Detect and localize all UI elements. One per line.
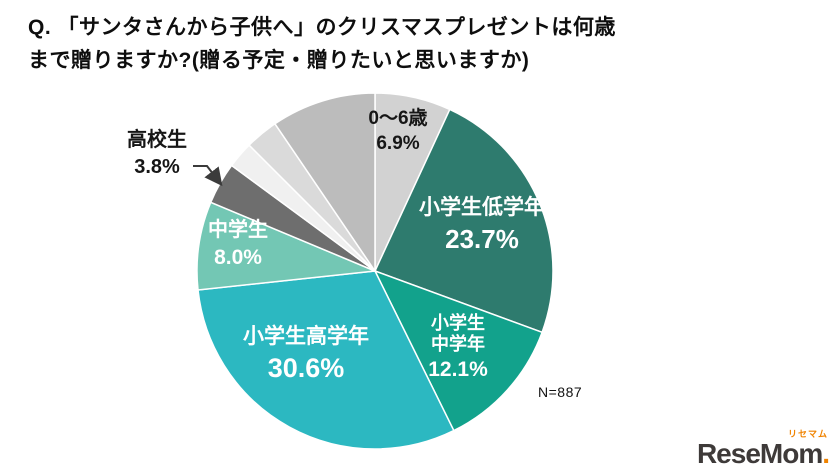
pie-label-elementary-middle-text2: 中学年: [431, 334, 485, 355]
pie-label-elementary-middle: 小学生 中学年 12.1%: [412, 313, 504, 383]
pie-label-age-0-6: 0〜6歳 6.9%: [346, 108, 450, 156]
pie-slice-elementary-middle: [373, 269, 544, 432]
logo-period: .: [822, 438, 830, 469]
resemom-logo: リセマム ReseMom.: [697, 430, 830, 468]
question-title-line2: まで贈りますか?(贈る予定・贈りたいと思いますか): [28, 48, 530, 72]
sample-size-note: N=887: [538, 384, 583, 400]
pie-label-high-school: 高校生 3.8%: [120, 129, 194, 179]
pie-slices: [196, 92, 554, 450]
pie-slice-unlabeled-3: [273, 92, 376, 274]
question-title: Q. 「サンタさんから子供へ」のクリスマスプレゼントは何歳 まで贈りますか?(贈…: [28, 12, 616, 77]
pie-slice-junior-high: [196, 201, 376, 291]
pie-label-elementary-middle-pct: 12.1%: [428, 358, 488, 382]
question-title-line1: Q. 「サンタさんから子供へ」のクリスマスプレゼントは何歳: [28, 16, 616, 39]
pie-label-elementary-lower-pct: 23.7%: [445, 223, 519, 254]
pie-label-elementary-upper: 小学生高学年 30.6%: [220, 325, 392, 385]
logo-wordmark-row: ReseMom.: [697, 440, 830, 468]
pie-label-elementary-upper-text: 小学生高学年: [243, 325, 369, 348]
pie-label-elementary-lower: 小学生低学年 23.7%: [398, 196, 566, 254]
pie-label-junior-high-text: 中学生: [208, 219, 268, 241]
logo-wordmark: ReseMom: [696, 438, 823, 469]
pie-label-age-0-6-text: 0〜6歳: [368, 108, 428, 129]
pie-label-elementary-lower-text: 小学生低学年: [419, 196, 545, 219]
pie-label-age-0-6-pct: 6.9%: [376, 133, 420, 155]
pie-label-elementary-upper-pct: 30.6%: [267, 352, 345, 383]
pie-slice-elementary-upper: [197, 270, 455, 450]
pie-label-elementary-middle-text1: 小学生: [431, 313, 485, 333]
logo-ruby-text: リセマム: [787, 429, 828, 439]
pie-label-junior-high: 中学生 8.0%: [193, 219, 283, 270]
pie-label-high-school-pct: 3.8%: [134, 155, 180, 178]
pie-label-junior-high-pct: 8.0%: [214, 245, 262, 269]
pie-slice-elementary-lower: [373, 108, 554, 334]
leader-line-high-school: [193, 165, 223, 187]
pie-label-high-school-text: 高校生: [127, 129, 187, 151]
